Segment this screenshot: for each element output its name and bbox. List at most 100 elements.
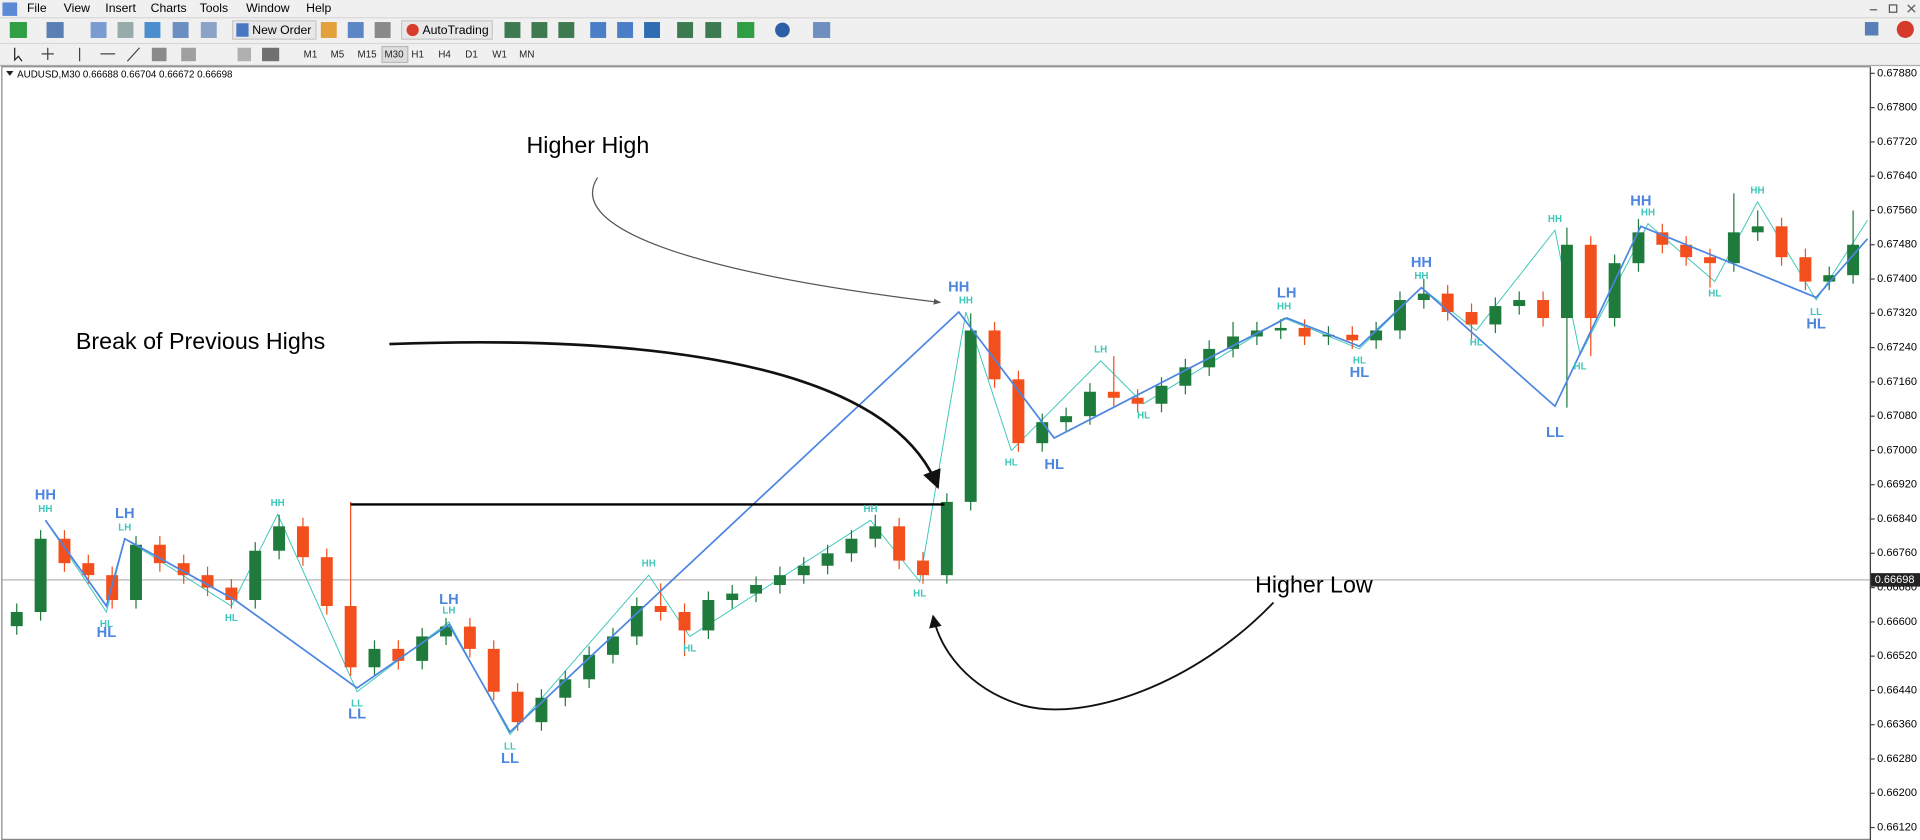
timeframe-button[interactable]: M30 <box>384 50 404 61</box>
timeframe-button[interactable]: M1 <box>304 50 318 61</box>
autotrading-button[interactable] <box>401 20 493 40</box>
y-tick-label: 0.67080 <box>1877 410 1917 422</box>
y-tick-label: 0.67240 <box>1877 342 1917 354</box>
minor-zigzag-label: HH <box>959 296 973 307</box>
candle-body <box>58 538 71 564</box>
timeframe-button[interactable]: D1 <box>465 50 478 61</box>
search-icon[interactable] <box>1864 22 1879 36</box>
toolbar-icon[interactable] <box>9 22 27 38</box>
candle-body <box>583 654 596 680</box>
y-tick-label: 0.66280 <box>1877 753 1917 765</box>
chart-frame <box>1 66 1872 840</box>
toolbar-icon[interactable] <box>504 22 521 38</box>
minor-zigzag-label: HH <box>642 559 656 570</box>
candle-body <box>797 565 810 576</box>
toolbar-icon[interactable] <box>237 47 252 62</box>
toolbar-icon[interactable] <box>144 22 161 38</box>
candle-body <box>177 563 190 576</box>
zigzag-label: HL <box>97 625 117 641</box>
app-icon[interactable] <box>2 2 18 16</box>
minor-zigzag-label: LL <box>351 699 363 710</box>
minor-zigzag-label: HL <box>913 588 926 599</box>
menu-item[interactable]: Window <box>246 1 290 15</box>
toolbar-icon[interactable] <box>46 22 64 38</box>
toolbar-icon[interactable] <box>590 22 607 38</box>
chart-header: AUDUSD,M30 0.66688 0.66704 0.66672 0.666… <box>17 69 233 80</box>
last-price-label: 0.66698 <box>1875 574 1915 586</box>
toolbar-icon[interactable] <box>172 22 189 38</box>
menu-item[interactable]: Tools <box>200 1 229 15</box>
toolbar-icon[interactable] <box>117 22 134 38</box>
toolbar-icon[interactable] <box>737 22 755 38</box>
y-tick-label: 0.67000 <box>1877 444 1917 456</box>
zigzag-label: HH <box>948 279 969 295</box>
toolbar-icon[interactable] <box>320 22 337 38</box>
candle-body <box>1465 312 1478 325</box>
minor-zigzag-label: HH <box>863 504 877 515</box>
minor-zigzag-label: HH <box>38 504 52 515</box>
y-tick-label: 0.67560 <box>1877 204 1917 216</box>
toolbar-icon[interactable] <box>181 47 196 62</box>
toolbar-icon <box>406 23 419 37</box>
toolbar-icon[interactable] <box>677 22 694 38</box>
toolbar-icon[interactable] <box>705 22 722 38</box>
toolbar-icon[interactable] <box>531 22 548 38</box>
minor-zigzag-line <box>45 200 1868 736</box>
timeframe-button[interactable]: H4 <box>438 50 451 61</box>
candle-body <box>702 600 715 631</box>
candle-body <box>463 626 476 649</box>
y-tick-label: 0.67800 <box>1877 102 1917 114</box>
zigzag-label: HL <box>1044 457 1064 473</box>
candle-body <box>964 330 977 502</box>
annotation: Break of Previous Highs <box>76 328 325 354</box>
zigzag-label: HH <box>1411 255 1432 271</box>
minor-zigzag-label: LH <box>118 522 131 533</box>
toolbar-icon[interactable] <box>151 47 167 62</box>
toolbar-icon[interactable] <box>775 22 790 38</box>
toolbar-icon <box>236 23 249 37</box>
toolbar-icon[interactable] <box>813 22 831 38</box>
annotation: Higher High <box>527 132 650 158</box>
timeframe-button[interactable]: MN <box>519 50 534 61</box>
toolbar-icon[interactable] <box>90 22 107 38</box>
new-order-button[interactable] <box>232 20 317 40</box>
menu-item[interactable]: File <box>27 1 47 15</box>
candle-body <box>559 679 572 698</box>
candle-body <box>1704 257 1716 264</box>
candle-body <box>1179 367 1192 386</box>
candle-body <box>1060 416 1073 423</box>
toolbar-icon[interactable] <box>558 22 575 38</box>
timeframe-button[interactable]: M15 <box>358 50 378 61</box>
menu-item[interactable]: Charts <box>151 1 187 15</box>
candle-body <box>654 606 667 613</box>
candle-body <box>940 501 953 576</box>
toolbar-icon[interactable] <box>617 22 634 38</box>
timeframe-button[interactable]: W1 <box>492 50 507 61</box>
toolbar-icon[interactable] <box>374 22 391 38</box>
timeframe-button[interactable]: M5 <box>331 50 345 61</box>
timeframe-button[interactable]: H1 <box>411 50 424 61</box>
window-controls[interactable] <box>1869 4 1916 13</box>
notifications-icon[interactable] <box>1896 20 1914 38</box>
menu-item[interactable]: View <box>64 1 90 15</box>
chart-menu-arrow[interactable] <box>6 71 14 76</box>
candle-body <box>869 526 882 539</box>
toolbar-icon[interactable] <box>126 47 141 62</box>
candle-body <box>1012 379 1025 444</box>
toolbar-icon[interactable] <box>347 22 364 38</box>
menu-item[interactable]: Insert <box>105 1 136 15</box>
toolbar-icon[interactable] <box>644 22 660 38</box>
y-tick-label: 0.66600 <box>1877 616 1917 628</box>
zigzag-label: LL <box>348 707 366 723</box>
toolbar-icon[interactable] <box>41 47 54 60</box>
menu-item[interactable]: Help <box>306 1 331 15</box>
toolbar-icon[interactable] <box>200 22 217 38</box>
toolbar-icon[interactable] <box>14 47 23 62</box>
minor-zigzag-label: HL <box>1005 457 1018 468</box>
last-price-box <box>1871 573 1920 587</box>
candle-body <box>607 636 619 655</box>
toolbar-icon[interactable] <box>262 47 280 62</box>
candle-body <box>225 587 238 601</box>
timeframe-active[interactable] <box>381 45 409 64</box>
